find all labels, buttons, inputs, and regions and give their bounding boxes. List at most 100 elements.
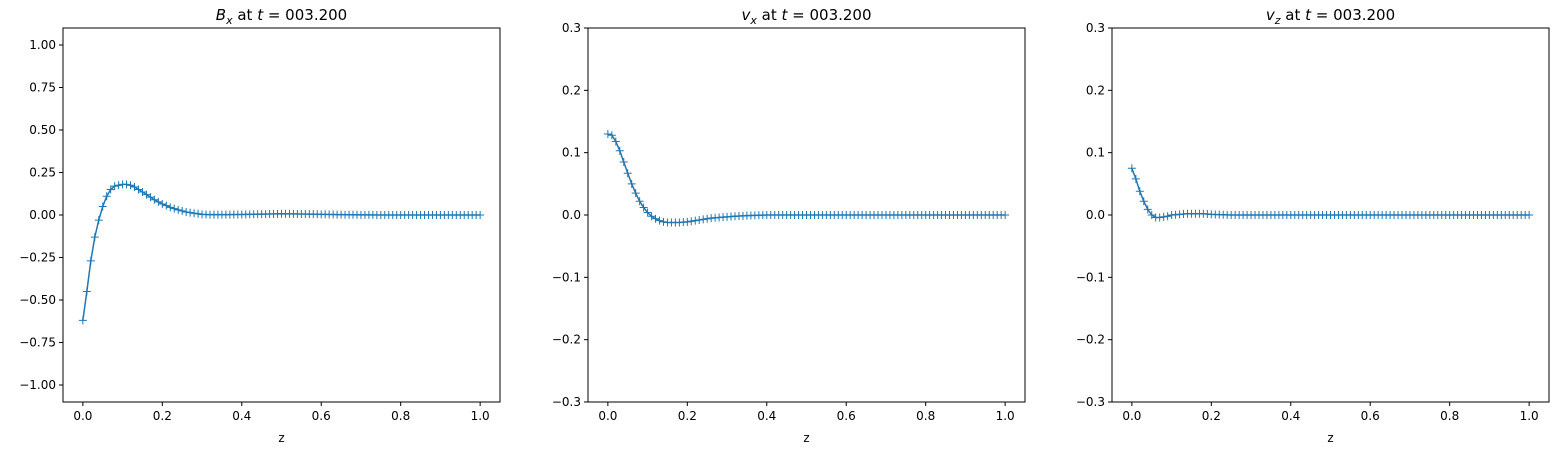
y-tick-label: 0.50 bbox=[29, 123, 56, 137]
title-time-var: t bbox=[781, 6, 788, 24]
y-tick-label: −0.2 bbox=[552, 333, 581, 347]
data-point-marker bbox=[94, 216, 103, 225]
y-tick-label: 0.3 bbox=[1086, 21, 1105, 35]
data-point-marker bbox=[186, 208, 195, 217]
x-tick-label: 0.4 bbox=[232, 409, 251, 423]
axes-frame bbox=[587, 27, 1026, 403]
chart-title: vx at t = 003.200 bbox=[741, 6, 871, 27]
x-tick-label: 0.6 bbox=[837, 409, 856, 423]
data-point-marker bbox=[166, 203, 175, 212]
data-point-marker bbox=[90, 233, 99, 242]
data-point-marker bbox=[82, 287, 91, 296]
data-point-marker bbox=[98, 202, 107, 211]
y-tick-label: 0.0 bbox=[562, 208, 581, 222]
data-point-marker bbox=[1159, 212, 1168, 221]
data-point-marker bbox=[158, 199, 167, 208]
data-point-marker bbox=[683, 217, 692, 226]
y-tick-label: 0.3 bbox=[562, 21, 581, 35]
data-point-marker bbox=[687, 217, 696, 226]
chart-title: Bx at t = 003.200 bbox=[216, 6, 347, 27]
data-point-marker bbox=[1131, 174, 1140, 183]
data-point-marker bbox=[627, 179, 636, 188]
x-tick-label: 0.0 bbox=[1122, 409, 1141, 423]
chart-panel-2: vx at t = 003.200 −0.3 −0.2 −0.1 0.0 0.1 0.2 0.… bbox=[552, 6, 1026, 445]
data-point-marker bbox=[615, 146, 624, 155]
title-time-var: t bbox=[257, 6, 264, 24]
x-tick-label: 0.0 bbox=[598, 409, 617, 423]
data-point-marker bbox=[102, 192, 111, 201]
data-point-marker bbox=[639, 203, 648, 212]
x-tick-label: 0.0 bbox=[73, 409, 92, 423]
data-point-marker bbox=[603, 129, 612, 138]
y-tick-label: −0.3 bbox=[552, 395, 581, 409]
y-tick-label: −0.2 bbox=[1076, 333, 1105, 347]
y-tick-label: −0.25 bbox=[19, 251, 56, 265]
data-point-marker bbox=[1155, 213, 1164, 222]
y-tick-label: −0.50 bbox=[19, 293, 56, 307]
x-tick-label: 0.2 bbox=[1202, 409, 1221, 423]
x-tick-label: 0.8 bbox=[1440, 409, 1459, 423]
data-point-marker bbox=[78, 316, 87, 325]
data-point-marker bbox=[194, 209, 203, 218]
data-point-marker bbox=[106, 185, 115, 194]
data-point-marker bbox=[110, 182, 119, 191]
y-tick-label: 0.00 bbox=[29, 208, 56, 222]
x-tick-label: 0.8 bbox=[916, 409, 935, 423]
x-axis-label: z bbox=[278, 431, 284, 445]
title-symbol: v bbox=[1266, 6, 1276, 24]
y-tick-label: 0.2 bbox=[562, 83, 581, 97]
y-tick-label: −1.00 bbox=[19, 378, 56, 392]
data-point-marker bbox=[691, 216, 700, 225]
x-tick-label: 0.4 bbox=[1281, 409, 1300, 423]
x-tick-label: 1.0 bbox=[471, 409, 490, 423]
data-point-marker bbox=[703, 214, 712, 223]
data-point-marker bbox=[619, 158, 628, 167]
data-point-marker bbox=[150, 195, 159, 204]
data-point-marker bbox=[1163, 212, 1172, 221]
x-tick-label: 0.2 bbox=[678, 409, 697, 423]
axes-frame bbox=[1111, 27, 1550, 403]
data-point-marker bbox=[178, 206, 187, 215]
data-point-marker bbox=[1001, 211, 1010, 219]
data-point-marker bbox=[635, 197, 644, 206]
y-tick-label: −0.1 bbox=[1076, 270, 1105, 284]
chart-panel-3: vz at t = 003.200−0.3−0.2−0.10.00.10.20.… bbox=[1076, 6, 1550, 445]
data-point-marker bbox=[122, 180, 131, 189]
title-subscript: x bbox=[225, 14, 233, 27]
data-point-marker bbox=[476, 211, 485, 219]
data-point-marker bbox=[182, 207, 191, 216]
data-point-marker bbox=[699, 215, 708, 224]
data-point-marker bbox=[86, 256, 95, 265]
x-tick-label: 0.6 bbox=[312, 409, 331, 423]
y-tick-label: −0.3 bbox=[1076, 395, 1105, 409]
title-subscript: x bbox=[749, 14, 757, 27]
series-markers bbox=[78, 180, 485, 325]
y-tick-label: 0.2 bbox=[1086, 83, 1105, 97]
data-point-marker bbox=[174, 205, 183, 214]
x-axis-label: z bbox=[1327, 431, 1333, 445]
title-middle: at bbox=[233, 6, 258, 24]
data-point-marker bbox=[631, 189, 640, 198]
data-point-marker bbox=[643, 208, 652, 217]
title-time-var: t bbox=[1305, 6, 1312, 24]
chart-title: vz at t = 003.200 bbox=[1266, 6, 1395, 27]
y-tick-label: 0.0 bbox=[1086, 208, 1105, 222]
title-time-value: = 003.200 bbox=[263, 6, 347, 24]
data-point-marker bbox=[1525, 211, 1534, 219]
y-tick-label: 0.1 bbox=[562, 146, 581, 160]
data-point-marker bbox=[651, 214, 660, 223]
data-point-marker bbox=[611, 137, 620, 146]
title-subscript: z bbox=[1274, 14, 1281, 27]
x-tick-label: 0.6 bbox=[1361, 409, 1380, 423]
data-point-marker bbox=[190, 209, 199, 218]
data-point-marker bbox=[126, 181, 135, 190]
x-tick-label: 0.4 bbox=[757, 409, 776, 423]
data-point-marker bbox=[1139, 197, 1148, 206]
title-time-value: = 003.200 bbox=[787, 6, 871, 24]
data-point-marker bbox=[659, 217, 668, 226]
x-axis-label: z bbox=[803, 431, 809, 445]
data-point-marker bbox=[114, 181, 123, 190]
x-tick-label: 1.0 bbox=[1520, 409, 1539, 423]
